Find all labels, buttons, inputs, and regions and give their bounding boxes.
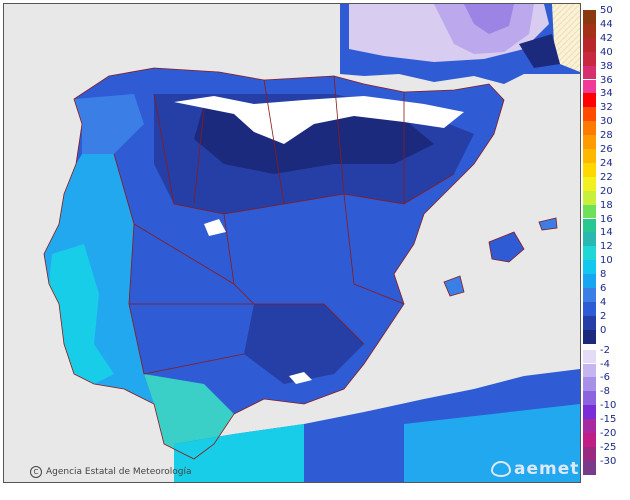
southeast-cold — [244, 304, 364, 384]
legend-swatch-positive-12 — [583, 176, 596, 191]
legend-swatch-negative-2 — [583, 377, 596, 392]
legend-swatch-positive-23 — [583, 329, 596, 344]
legend-swatch-positive-13 — [583, 190, 596, 205]
legend-label-positive-4: 38 — [600, 60, 613, 72]
legend-label-negative-4: -10 — [600, 400, 617, 412]
legend-label-positive-11: 24 — [600, 157, 613, 169]
legend-label-positive-0: 50 — [600, 5, 613, 16]
legend-swatch-positive-18 — [583, 260, 596, 275]
legend-label-positive-8: 30 — [600, 116, 613, 128]
legend-label-positive-20: 6 — [600, 283, 607, 294]
legend-swatch-positive-0 — [583, 10, 596, 24]
ibiza-island — [444, 276, 464, 296]
legend-swatch-positive-21 — [583, 301, 596, 316]
legend-swatch-negative-8 — [583, 460, 596, 475]
agency-credit-text: Agencia Estatal de Meteorología — [46, 467, 192, 477]
sierra-snow-patch — [289, 372, 312, 384]
legend-label-positive-7: 32 — [600, 102, 613, 114]
temperature-map: C Agencia Estatal de Meteorología aemet — [3, 3, 581, 483]
legend-label-positive-16: 14 — [600, 227, 613, 239]
aemet-logo: aemet — [491, 459, 579, 479]
map-canvas — [4, 4, 580, 482]
central-snow-patch — [204, 219, 226, 236]
temperature-legend: 50 44 42 40 38 36 34 32 30 28 26 24 22 20 18 16 14 12 10 8 6… — [583, 5, 629, 490]
legend-swatch-positive-3 — [583, 51, 596, 66]
legend-swatch-negative-5 — [583, 419, 596, 433]
legend-swatch-positive-4 — [583, 65, 596, 80]
legend-swatch-positive-22 — [583, 315, 596, 330]
france-coldest-zone — [464, 4, 514, 34]
legend-swatch-positive-5 — [583, 79, 596, 94]
legend-swatch-positive-7 — [583, 107, 596, 122]
galicia-zone — [74, 94, 144, 154]
legend-swatch-negative-6 — [583, 433, 596, 447]
legend-swatch-positive-1 — [583, 23, 596, 38]
legend-label-positive-15: 16 — [600, 213, 613, 225]
legend-swatch-negative-0 — [583, 349, 596, 364]
legend-swatch-positive-19 — [583, 274, 596, 288]
legend-label-positive-23: 0 — [600, 324, 607, 336]
legend-label-positive-12: 22 — [600, 171, 613, 183]
legend-swatch-positive-20 — [583, 288, 596, 302]
aemet-logo-icon — [491, 461, 511, 477]
legend-swatch-positive-11 — [583, 162, 596, 177]
legend-label-negative-7: -25 — [600, 441, 617, 453]
legend-label-negative-5: -15 — [600, 414, 617, 426]
portugal-warm-zone — [49, 244, 114, 384]
region-borders — [43, 67, 558, 460]
legend-swatch-positive-14 — [583, 204, 596, 219]
legend-label-negative-0: -2 — [600, 344, 610, 356]
mallorca-island — [489, 232, 524, 262]
legend-label-positive-1: 44 — [600, 18, 613, 30]
north-africa-east-zone — [404, 404, 580, 482]
legend-label-positive-9: 28 — [600, 130, 613, 142]
legend-label-negative-6: -20 — [600, 428, 617, 439]
legend-label-positive-3: 40 — [600, 46, 613, 58]
legend-label-positive-22: 2 — [600, 310, 607, 322]
legend-swatch-positive-6 — [583, 93, 596, 108]
legend-label-positive-2: 42 — [600, 32, 613, 44]
agency-credit: C Agencia Estatal de Meteorología — [30, 466, 192, 478]
mediterranean-france-coast — [552, 4, 580, 72]
legend-swatch-positive-8 — [583, 121, 596, 136]
north-africa-coastal-zone — [174, 424, 304, 482]
legend-label-negative-2: -6 — [600, 372, 610, 384]
legend-label-negative-8: -30 — [600, 455, 617, 467]
legend-swatch-positive-16 — [583, 232, 596, 247]
legend-label-positive-14: 18 — [600, 199, 613, 211]
legend-swatch-negative-1 — [583, 363, 596, 378]
legend-swatch-negative-4 — [583, 405, 596, 420]
legend-swatch-positive-2 — [583, 37, 596, 52]
legend-swatch-positive-17 — [583, 246, 596, 261]
legend-label-positive-18: 10 — [600, 255, 613, 267]
legend-label-negative-1: -4 — [600, 358, 610, 370]
copyright-icon: C — [30, 466, 42, 478]
aemet-logo-text: aemet — [514, 459, 580, 479]
legend-swatch-positive-15 — [583, 218, 596, 233]
legend-label-positive-6: 34 — [600, 88, 613, 100]
legend-swatch-positive-10 — [583, 149, 596, 163]
legend-label-negative-3: -8 — [600, 386, 610, 398]
france-coast-dark — [519, 34, 560, 68]
legend-label-positive-17: 12 — [600, 241, 613, 253]
legend-swatch-negative-3 — [583, 391, 596, 406]
legend-label-positive-19: 8 — [600, 269, 607, 281]
cantabrian-snow-zone — [174, 96, 464, 144]
legend-swatch-positive-9 — [583, 135, 596, 149]
legend-label-positive-10: 26 — [600, 144, 613, 155]
legend-swatch-negative-7 — [583, 446, 596, 461]
legend-label-positive-13: 20 — [600, 185, 613, 197]
legend-label-positive-21: 4 — [600, 296, 607, 308]
legend-label-positive-5: 36 — [600, 74, 613, 86]
